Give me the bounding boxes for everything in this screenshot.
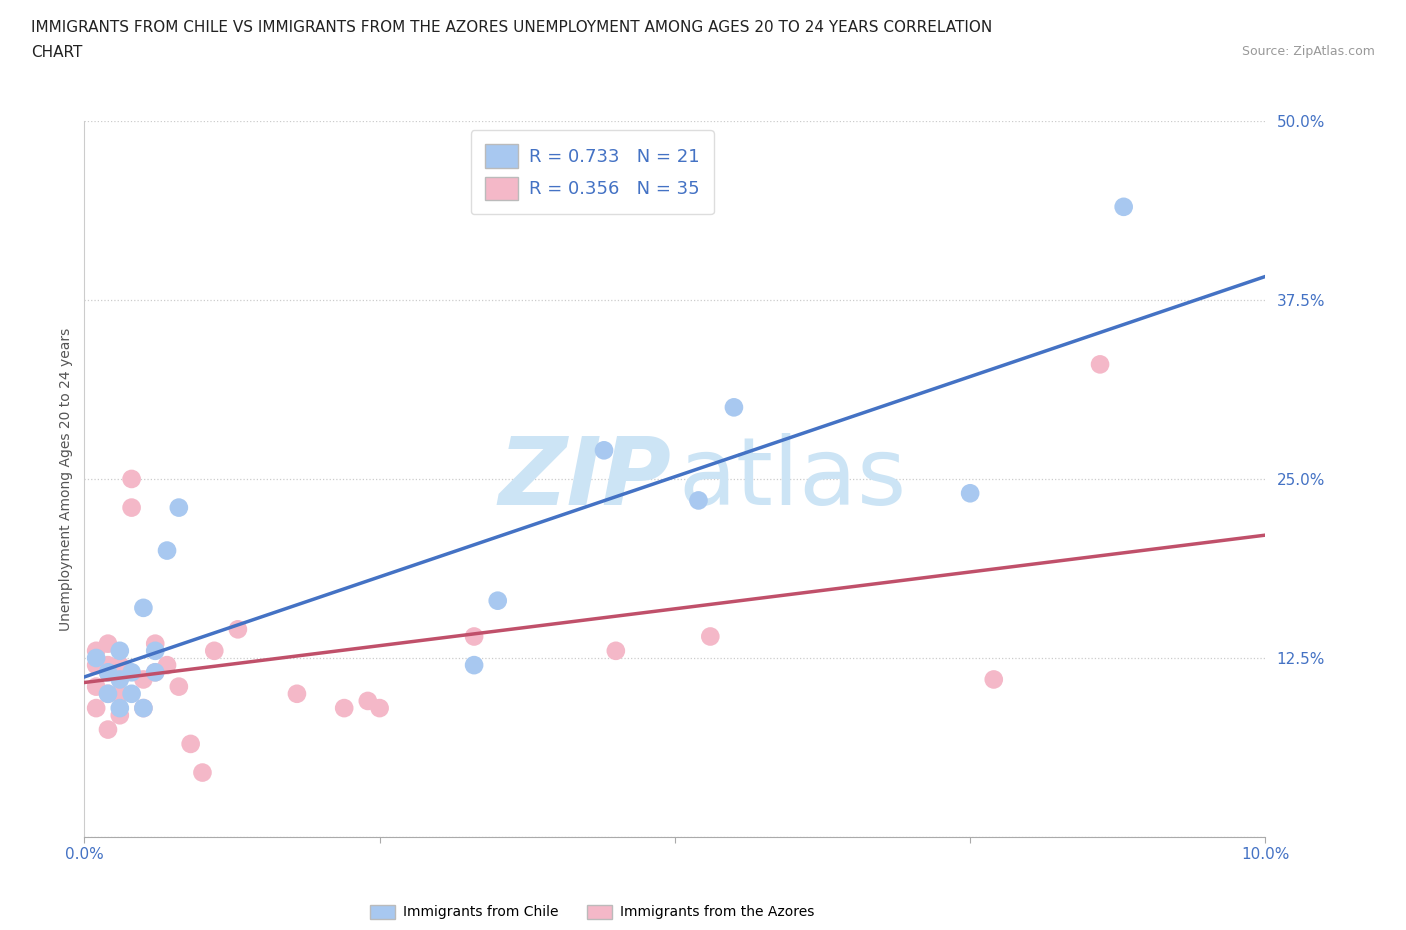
Point (97, 665, 120, 680)
Point (108, 665, 131, 680)
Point (97, 686, 120, 701)
Point (121, 686, 143, 701)
Point (84, 700, 107, 715)
Point (143, 665, 166, 680)
Text: Source: ZipAtlas.com: Source: ZipAtlas.com (1241, 45, 1375, 58)
Text: ZIP: ZIP (499, 433, 671, 525)
Point (97, 722, 120, 737)
Point (983, 672, 1005, 687)
Point (143, 644, 166, 658)
Point (156, 543, 179, 558)
Point (167, 500, 190, 515)
Point (121, 472, 143, 486)
Point (357, 694, 380, 709)
Point (108, 658, 131, 672)
Point (191, 765, 214, 780)
Point (97, 686, 120, 701)
Point (143, 636, 166, 651)
Point (108, 665, 131, 680)
Point (84, 644, 107, 658)
Point (593, 443, 616, 458)
Point (121, 500, 143, 515)
Point (285, 686, 308, 701)
Point (688, 493, 710, 508)
Point (463, 629, 485, 644)
Point (1112, 199, 1135, 214)
Point (108, 700, 131, 715)
Point (959, 485, 981, 500)
Point (97, 636, 120, 651)
Point (143, 665, 166, 680)
Point (167, 679, 190, 694)
Point (97, 658, 120, 672)
Point (132, 700, 155, 715)
Point (84, 658, 107, 672)
Point (84, 651, 107, 666)
Point (108, 686, 131, 701)
Point (368, 700, 391, 715)
Y-axis label: Unemployment Among Ages 20 to 24 years: Unemployment Among Ages 20 to 24 years (59, 327, 73, 631)
Point (108, 644, 131, 658)
Point (156, 658, 179, 672)
Text: CHART: CHART (31, 45, 83, 60)
Point (226, 622, 249, 637)
Text: atlas: atlas (679, 433, 907, 525)
Point (132, 672, 155, 687)
Point (486, 593, 509, 608)
Point (132, 601, 155, 616)
Point (108, 672, 131, 687)
Point (333, 700, 356, 715)
Legend: Immigrants from Chile, Immigrants from the Azores: Immigrants from Chile, Immigrants from t… (363, 897, 821, 926)
Point (180, 737, 202, 751)
Point (1088, 357, 1111, 372)
Point (132, 700, 155, 715)
Point (463, 658, 485, 672)
Point (202, 644, 225, 658)
Point (605, 644, 627, 658)
Point (699, 629, 721, 644)
Point (84, 679, 107, 694)
Point (108, 708, 131, 723)
Text: IMMIGRANTS FROM CHILE VS IMMIGRANTS FROM THE AZORES UNEMPLOYMENT AMONG AGES 20 T: IMMIGRANTS FROM CHILE VS IMMIGRANTS FROM… (31, 20, 993, 35)
Point (121, 665, 143, 680)
Point (97, 665, 120, 680)
Point (723, 400, 745, 415)
